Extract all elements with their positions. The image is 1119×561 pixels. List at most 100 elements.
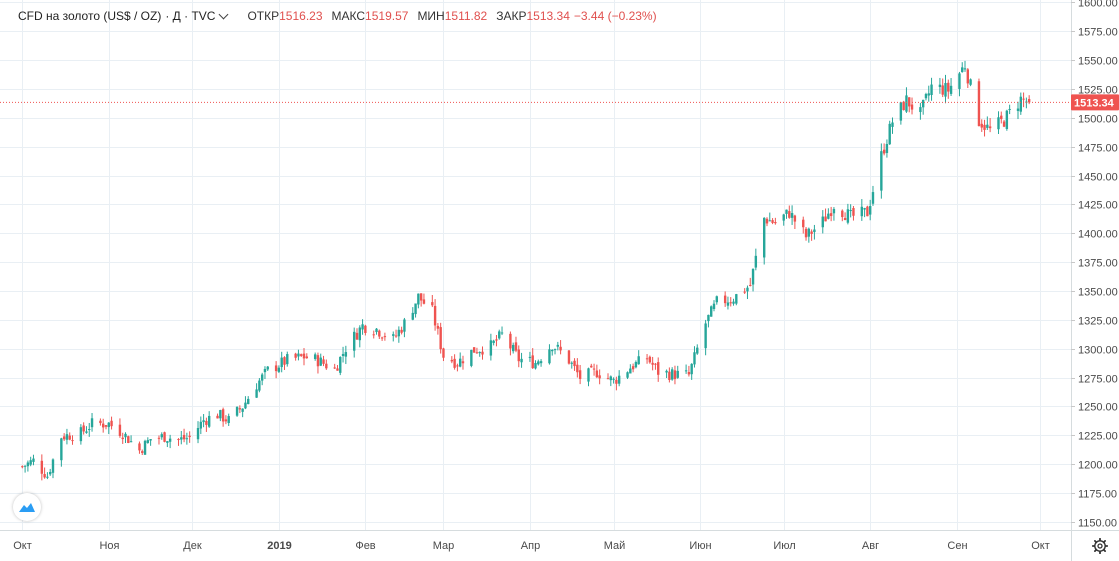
- candle: [520, 352, 523, 368]
- price-tick-label: 1400.00: [1078, 229, 1118, 241]
- candle: [90, 413, 94, 432]
- candle: [394, 329, 398, 338]
- candle: [286, 351, 289, 367]
- candle: [221, 407, 225, 427]
- candle: [729, 297, 732, 307]
- candle: [378, 329, 381, 340]
- vertical-gridlines: [22, 0, 1041, 530]
- candle: [241, 408, 244, 418]
- candle: [274, 361, 278, 379]
- candle: [341, 346, 345, 363]
- candle: [380, 336, 384, 341]
- candle: [319, 353, 322, 367]
- candle: [400, 326, 403, 335]
- price-tick-label: 1225.00: [1078, 431, 1118, 443]
- time-tick-label: 2019: [267, 540, 291, 552]
- candle: [149, 438, 152, 446]
- candle: [79, 424, 83, 445]
- time-tick-label: Июн: [689, 540, 711, 552]
- candle: [1019, 92, 1022, 115]
- symbol-title[interactable]: CFD на золото (US$ / OZ): [18, 9, 162, 23]
- price-tick-label: 1450.00: [1078, 172, 1118, 184]
- candle: [726, 296, 730, 310]
- candle: [654, 363, 657, 370]
- candle: [355, 328, 359, 340]
- candle: [498, 329, 501, 340]
- tradingview-logo-icon[interactable]: [13, 493, 41, 521]
- candle: [224, 415, 228, 425]
- candle: [263, 366, 267, 380]
- high-value: 1519.57: [365, 9, 409, 23]
- horizontal-gridlines: [0, 2, 1071, 523]
- candle: [768, 212, 771, 222]
- candle: [735, 293, 738, 306]
- candle: [905, 87, 908, 113]
- candle: [185, 432, 189, 445]
- time-tick-label: Июл: [773, 540, 795, 552]
- price-tick-label: 1575.00: [1078, 27, 1118, 39]
- candle: [537, 359, 540, 366]
- candle: [478, 351, 481, 357]
- candle: [598, 369, 601, 385]
- candle: [26, 460, 30, 472]
- candle: [216, 413, 219, 419]
- candle: [495, 334, 498, 347]
- candle: [704, 319, 707, 356]
- candle: [908, 97, 911, 113]
- candle: [882, 143, 886, 156]
- candle: [40, 454, 44, 481]
- candle: [567, 349, 571, 365]
- candle: [1022, 92, 1025, 108]
- candle: [634, 360, 638, 369]
- time-tick-label: Сен: [947, 540, 967, 552]
- candle: [573, 358, 576, 371]
- candle: [358, 325, 361, 348]
- candle: [104, 425, 108, 430]
- chevron-down-icon[interactable]: [219, 9, 229, 19]
- candle: [553, 348, 557, 355]
- candle: [615, 376, 618, 391]
- candle: [21, 465, 24, 469]
- candle: [431, 295, 434, 308]
- price-axis[interactable]: 1150.00 1175.00 1200.00 1225.00 1250.00 1275.…: [1071, 0, 1118, 530]
- candle: [339, 356, 342, 376]
- plot-area: [0, 0, 1071, 530]
- candle: [383, 332, 387, 341]
- candle: [963, 60, 967, 72]
- candle: [827, 208, 830, 220]
- time-axis[interactable]: Окт Ноя Дек 2019 Фев Мар Апр Май Июн Июл Авг Сен Окт: [13, 540, 1050, 552]
- candle: [612, 377, 615, 384]
- candle: [924, 92, 928, 101]
- candle: [852, 205, 855, 221]
- candle: [188, 431, 191, 443]
- candle: [891, 117, 894, 134]
- candle: [305, 353, 308, 359]
- candle: [1002, 119, 1006, 128]
- candle: [829, 206, 833, 222]
- candle: [397, 326, 401, 343]
- candle: [534, 360, 537, 370]
- candle: [631, 363, 635, 373]
- candle: [587, 367, 590, 387]
- price-tick-label: 1250.00: [1078, 402, 1118, 414]
- price-tick-label: 1175.00: [1078, 489, 1117, 501]
- candle: [492, 339, 495, 346]
- time-tick-label: Май: [604, 540, 626, 552]
- gear-icon[interactable]: [1090, 536, 1110, 556]
- candle: [824, 208, 827, 222]
- candle: [696, 344, 699, 355]
- candle: [804, 227, 808, 241]
- candle: [417, 293, 420, 309]
- candle: [988, 118, 992, 133]
- time-tick-label: Авг: [862, 540, 879, 552]
- close-value: 1513.34: [526, 9, 570, 23]
- price-tick-label: 1200.00: [1078, 460, 1118, 472]
- last-price-tag: 1513.34: [1071, 94, 1119, 111]
- candle: [919, 102, 922, 120]
- candle: [453, 354, 456, 370]
- candle: [297, 349, 300, 361]
- candle: [746, 285, 749, 300]
- candle: [247, 396, 250, 405]
- candle: [141, 449, 144, 455]
